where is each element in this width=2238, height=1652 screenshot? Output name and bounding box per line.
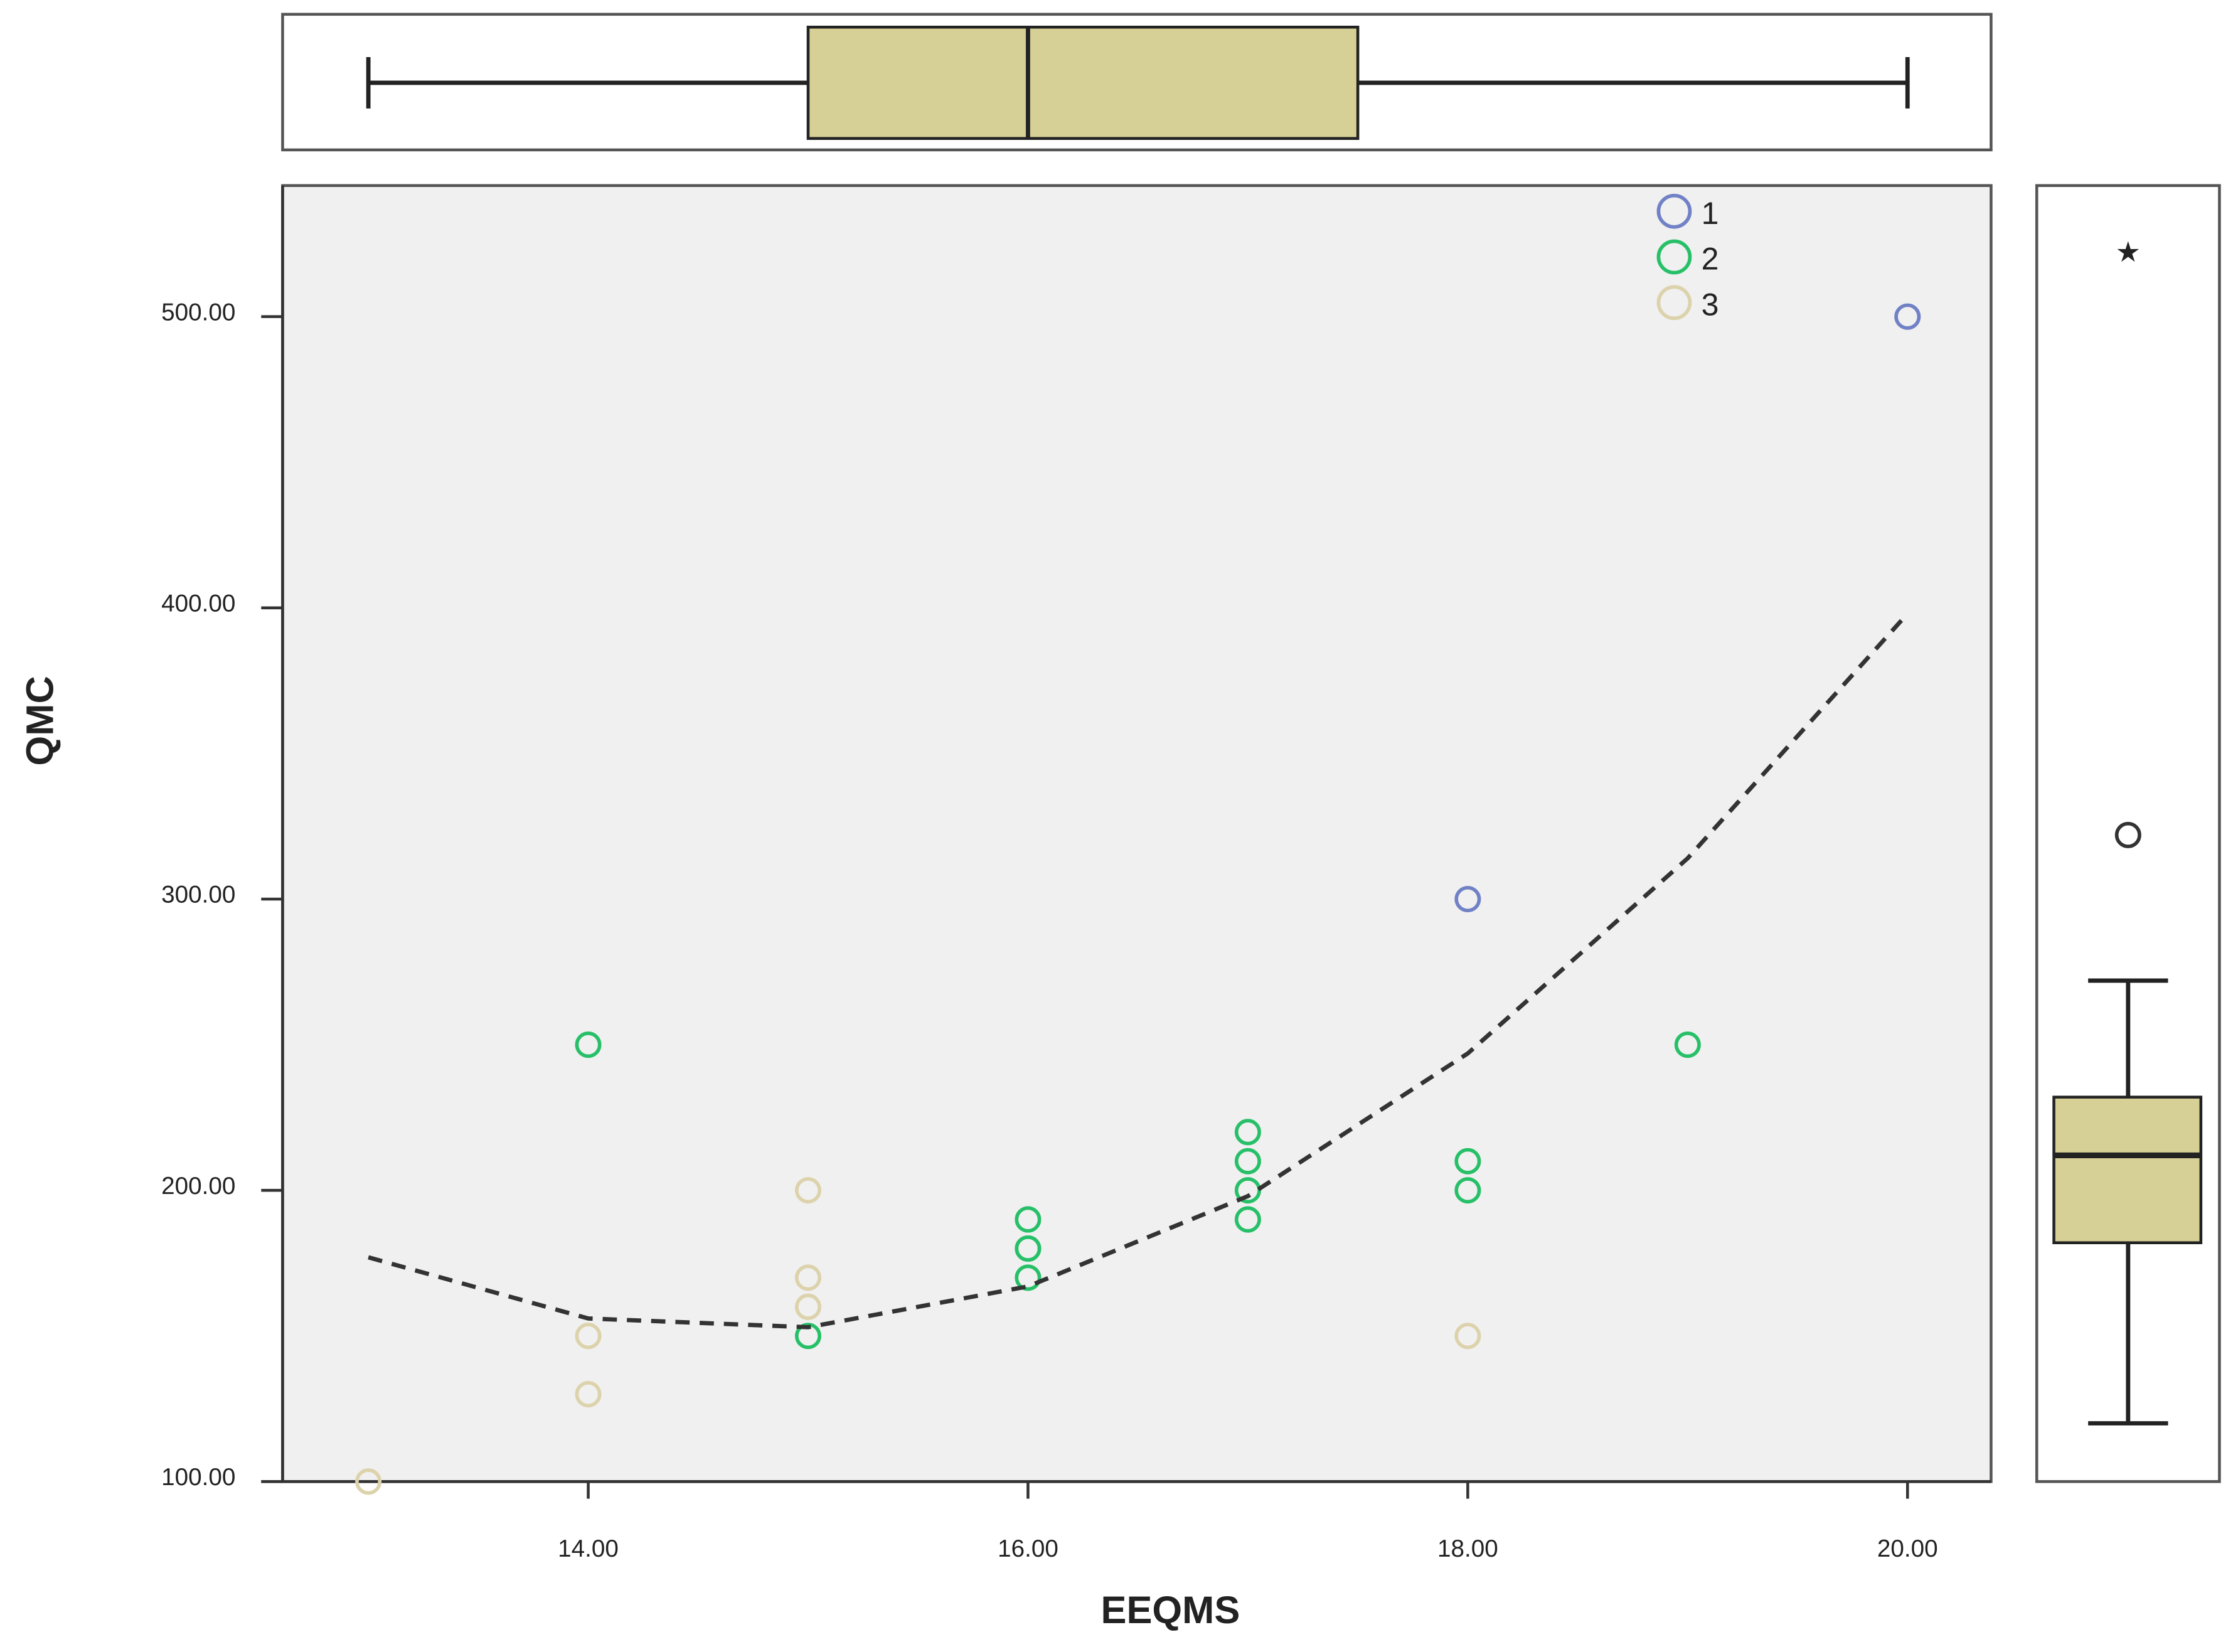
scatter-point: [575, 1323, 602, 1350]
box: [806, 25, 1360, 140]
x-axis-title: EEQMS: [1100, 1589, 1240, 1632]
scatter-point: [1454, 1323, 1481, 1350]
scatter-point: [794, 1264, 822, 1291]
scatter-point: [1454, 1148, 1481, 1175]
scatter-point: [1234, 1206, 1261, 1233]
legend-marker: [1656, 193, 1692, 229]
scatter-point: [1234, 1119, 1261, 1146]
box: [2052, 1095, 2203, 1244]
fit-line: [368, 612, 1909, 1330]
outlier: [2114, 821, 2141, 848]
y-tick-label: 500.00: [161, 299, 235, 326]
x-tick-label: 18.00: [1437, 1535, 1498, 1562]
x-tick-label: 14.00: [558, 1535, 619, 1562]
scatter-point: [1674, 1031, 1701, 1058]
y-axis-title: QMC: [18, 676, 61, 765]
scatter-point: [575, 1381, 602, 1408]
legend-label: 1: [1702, 196, 1719, 231]
scatter-point: [794, 1323, 822, 1350]
y-tick-label: 300.00: [161, 882, 235, 909]
x-tick-label: 20.00: [1877, 1535, 1938, 1562]
legend-label: 2: [1702, 242, 1719, 277]
y-tick-label: 400.00: [161, 590, 235, 617]
y-tick-label: 100.00: [161, 1464, 235, 1491]
scatter-point: [1015, 1264, 1042, 1291]
extreme: [2117, 241, 2139, 262]
plot-area: [281, 184, 1993, 1483]
x-tick-label: 16.00: [998, 1535, 1058, 1562]
y-tick-label: 200.00: [161, 1173, 235, 1200]
legend-marker: [1656, 285, 1692, 321]
legend-marker: [1656, 239, 1692, 275]
scatter-point: [1015, 1235, 1042, 1262]
scatter-point: [575, 1031, 602, 1058]
legend-label: 3: [1702, 287, 1719, 322]
scatter-point: [1454, 1177, 1481, 1204]
scatter-point: [794, 1293, 822, 1320]
scatter-point: [794, 1177, 822, 1204]
scatter-point: [355, 1468, 382, 1495]
scatter-point: [1894, 303, 1921, 330]
scatter-point: [1015, 1206, 1042, 1233]
scatter-point: [1234, 1148, 1261, 1175]
scatter-point: [1454, 885, 1481, 913]
